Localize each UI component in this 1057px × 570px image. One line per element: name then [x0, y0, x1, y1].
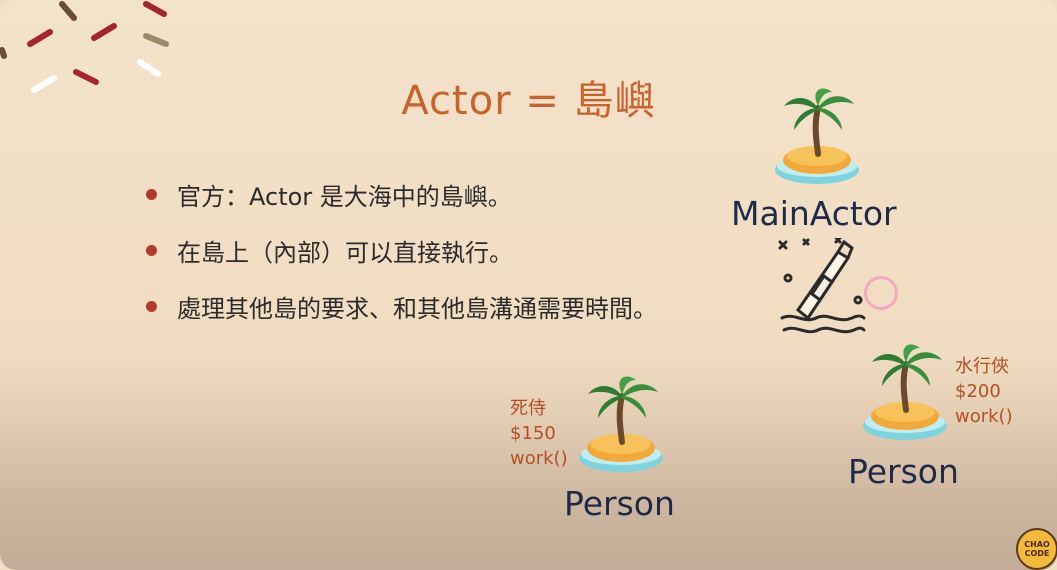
ring-decoration	[864, 276, 898, 310]
bullet-item: 官方：Actor 是大海中的島嶼。	[146, 166, 657, 222]
island-palm-icon	[775, 88, 859, 184]
bullet-text: 在島上（內部）可以直接執行。	[177, 238, 513, 267]
bullet-dot-icon	[146, 244, 157, 256]
bullet-item: 在島上（內部）可以直接執行。	[146, 222, 657, 278]
island-palm-icon	[863, 344, 947, 440]
person-label: Person	[848, 452, 959, 491]
channel-logo: CHAO CODE	[1016, 528, 1057, 570]
bullet-list: 官方：Actor 是大海中的島嶼。 在島上（內部）可以直接執行。 處理其他島的要…	[146, 166, 657, 334]
person-note: 死侍 $150 work()	[510, 396, 568, 471]
island-palm-icon	[579, 376, 663, 472]
person-price: $150	[510, 423, 556, 444]
person-name: 水行俠	[955, 356, 1009, 377]
logo-text: CHAO CODE	[1024, 540, 1050, 558]
person-note: 水行俠 $200 work()	[955, 354, 1013, 429]
main-actor-label: MainActor	[731, 194, 897, 233]
slide-title: Actor = 島嶼	[401, 78, 656, 124]
person-label: Person	[564, 484, 675, 523]
bullet-dot-icon	[146, 188, 157, 200]
person-price: $200	[955, 381, 1001, 402]
bullet-item: 處理其他島的要求、和其他島溝通需要時間。	[146, 278, 657, 334]
bullet-text: 處理其他島的要求、和其他島溝通需要時間。	[177, 294, 657, 323]
person-name: 死侍	[510, 398, 546, 419]
person-method: work()	[510, 448, 568, 469]
bullet-text: 官方：Actor 是大海中的島嶼。	[177, 182, 512, 211]
bullet-dot-icon	[146, 300, 157, 312]
message-in-bottle-icon	[778, 238, 866, 334]
sprinkles-decoration	[0, 0, 169, 93]
person-method: work()	[955, 406, 1013, 427]
